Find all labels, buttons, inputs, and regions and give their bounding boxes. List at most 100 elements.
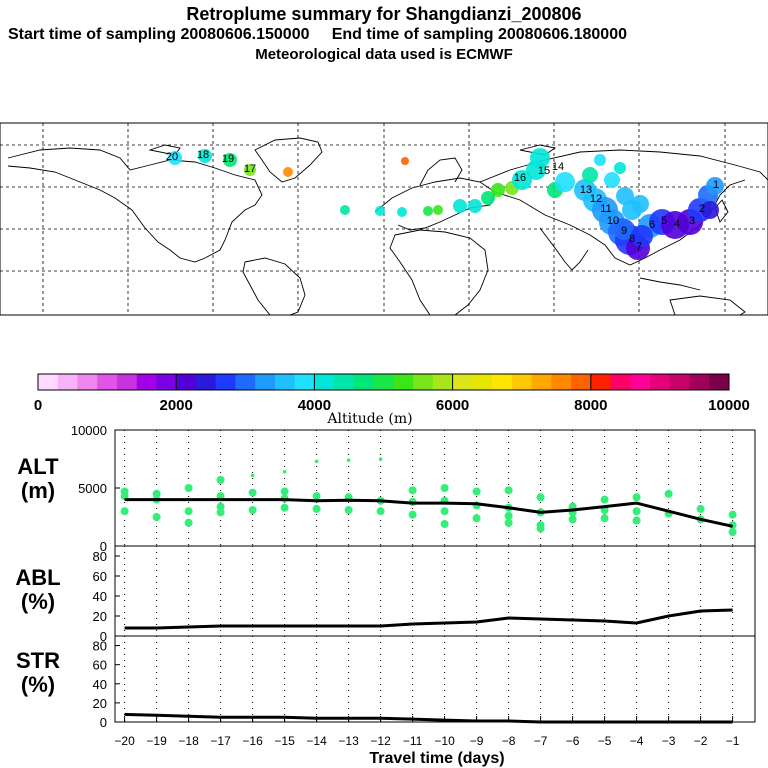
colorbar-label: Altitude (m) [326, 411, 412, 427]
colorbar-segment [669, 374, 691, 390]
alt-scatter-point [600, 495, 609, 504]
colorbar-segment [314, 374, 335, 390]
map-plume-point [433, 205, 443, 215]
alt-scatter-point [280, 503, 289, 512]
alt-ylabel: ALT (m) [10, 455, 66, 503]
xaxis-tick-label: −18 [178, 734, 199, 748]
map-plume-label: 18 [197, 149, 209, 161]
xaxis-tick-label: −7 [534, 734, 548, 748]
colorbar-segment [116, 374, 138, 390]
map-plume-label: 10 [607, 215, 619, 227]
map-plume-point [223, 153, 237, 167]
panel-ytick-label: 20 [93, 609, 107, 624]
alt-scatter-point [696, 504, 705, 513]
map-plume-point [706, 177, 724, 195]
colorbar-segment [136, 374, 157, 390]
alt-scatter-point [216, 508, 225, 517]
panel-ytick-label: 0 [100, 539, 107, 554]
map-plume-point [512, 170, 532, 190]
alt-scatter-point [152, 489, 161, 498]
colorbar-segment [57, 374, 78, 390]
map-plume-label: 14 [552, 161, 564, 173]
colorbar-tick-label: 0 [34, 397, 42, 414]
colorbar-segment [432, 374, 454, 390]
colorbar-segment [274, 374, 296, 390]
alt-scatter-point [312, 492, 321, 501]
map-plume-label: 19 [222, 153, 234, 165]
map-plume-label: 3 [689, 215, 695, 227]
map-plume-label: 11 [600, 203, 611, 215]
xaxis-tick-label: −10 [434, 734, 455, 748]
subtitle-start: Start time of sampling 20080606.150000 [8, 26, 310, 43]
alt-scatter-point [728, 528, 737, 537]
alt-scatter-point [282, 469, 287, 474]
alt-scatter-point [216, 502, 225, 511]
map-plume-point [453, 199, 467, 213]
map-plume-label: 16 [514, 172, 526, 184]
xaxis-tick-label: −17 [210, 734, 231, 748]
alt-scatter-point [632, 493, 641, 502]
colorbar-segment [492, 374, 513, 390]
xaxis-tick-label: −13 [338, 734, 359, 748]
map-plume-point [582, 167, 598, 183]
map-plume-label: 9 [621, 225, 627, 237]
alt-scatter-point [568, 515, 577, 524]
colorbar-segment [235, 374, 256, 390]
colorbar-segment [709, 374, 730, 390]
panel-frame [114, 429, 756, 547]
map-plume-point [481, 191, 495, 205]
xaxis-tick-label: −3 [662, 734, 676, 748]
alt-scatter-point [728, 510, 737, 519]
alt-scatter-point [504, 486, 513, 495]
map-plume-point [614, 220, 634, 240]
panel-ytick-label: 10000 [71, 423, 107, 438]
xaxis-tick-label: −6 [566, 734, 580, 748]
alt-ylabel-line1: ALT [17, 454, 59, 479]
colorbar-segment [334, 374, 355, 390]
colorbar-segment [77, 374, 98, 390]
colorbar-segment [373, 374, 394, 390]
map-plume-point [340, 205, 350, 215]
xaxis-tick-label: −20 [114, 734, 135, 748]
map-plume-point [468, 199, 482, 213]
colorbar-segment [511, 374, 533, 390]
alt-scatter-point [600, 514, 609, 523]
alt-scatter-point [664, 489, 673, 498]
xaxis-tick-label: −14 [306, 734, 327, 748]
map-plume-label: 2 [699, 203, 705, 215]
colorbar-segment [689, 374, 710, 390]
map-plume-label: 6 [649, 219, 655, 231]
altitude-colorbar: 0 2000 4000 6000 8000 10000 Altitude (m) [34, 373, 750, 427]
xaxis-tick-label: −15 [274, 734, 295, 748]
subtitle-met: Meteorological data used is ECMWF [255, 46, 513, 63]
panel-ytick-label: 5000 [78, 481, 107, 496]
map-plume-point [198, 149, 212, 163]
xaxis-tick-label: −16 [242, 734, 263, 748]
str-ylabel: STR (%) [10, 649, 66, 697]
alt-scatter-point [248, 506, 257, 515]
map-plume-point [631, 225, 653, 247]
alt-scatter-point [632, 516, 641, 525]
alt-scatter-point [120, 487, 129, 496]
colorbar-segment [294, 374, 315, 390]
alt-scatter-point [440, 507, 449, 516]
alt-scatter-point [376, 507, 385, 516]
alt-scatter-point [312, 504, 321, 513]
map-plume-point [631, 195, 649, 213]
alt-scatter-point [408, 510, 417, 519]
coastlines [7, 137, 768, 316]
colorbar-segment [571, 374, 592, 390]
panel-str: 80 60 40 20 0 [93, 635, 756, 730]
map-plume-point [530, 148, 550, 168]
map-plume-point [168, 151, 182, 165]
xaxis-tick-label: −11 [403, 734, 423, 748]
panel-ytick-label: 80 [93, 549, 107, 564]
colorbar-segment [97, 374, 118, 390]
map-plume-label: 1 [713, 179, 719, 191]
abl-ylabel-line1: ABL [15, 565, 61, 590]
alt-scatter-point [120, 507, 129, 516]
panel-ytick-label: 80 [93, 639, 107, 654]
colorbar-segment [590, 374, 612, 390]
